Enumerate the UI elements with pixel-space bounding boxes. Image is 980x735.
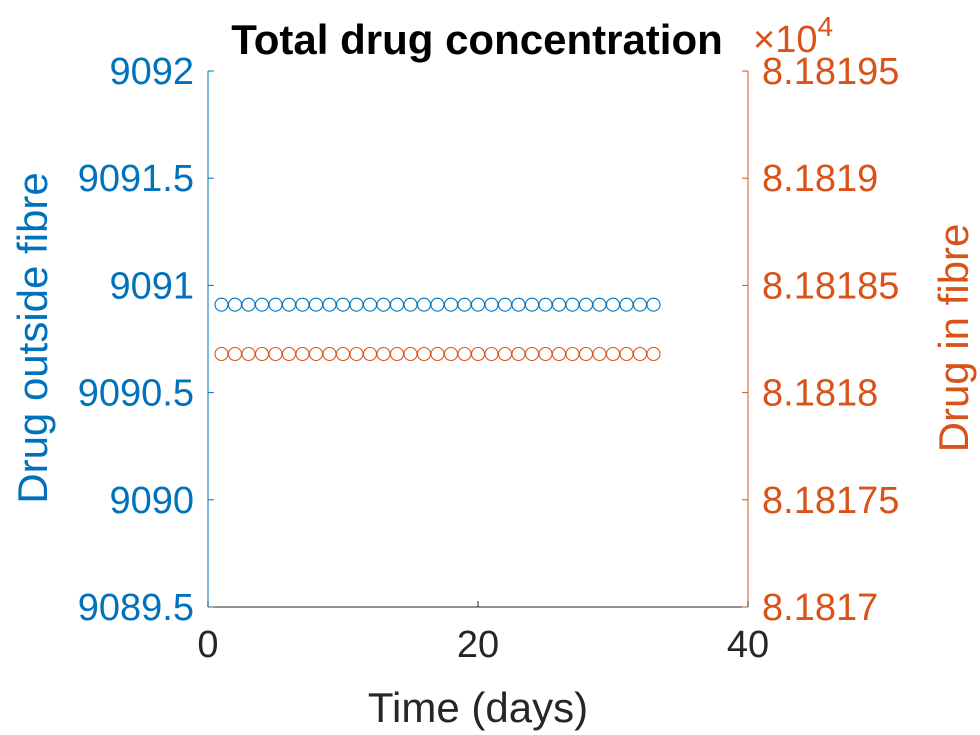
y-left-tick-label: 9092	[109, 51, 194, 93]
x-tick-label: 40	[727, 624, 769, 666]
data-point-drug-in-fibre	[295, 346, 310, 362]
data-point-drug-outside-fibre	[605, 297, 621, 312]
data-point-drug-outside-fibre	[403, 297, 418, 312]
data-point-drug-outside-fibre	[281, 297, 297, 312]
y-left-tick-label: 9091	[109, 265, 194, 307]
data-point-drug-outside-fibre	[484, 297, 499, 312]
data-point-drug-in-fibre	[349, 346, 364, 362]
data-point-drug-outside-fibre	[268, 297, 283, 312]
data-point-drug-in-fibre	[511, 346, 526, 362]
x-tick-label: 0	[197, 624, 218, 666]
data-point-drug-outside-fibre	[416, 297, 432, 312]
data-point-drug-in-fibre	[416, 346, 432, 362]
data-point-drug-in-fibre	[484, 346, 499, 362]
y-left-axis-title: Drug outside fibre	[9, 172, 56, 504]
data-point-drug-in-fibre	[632, 346, 648, 362]
data-point-drug-in-fibre	[551, 346, 567, 362]
data-point-drug-outside-fibre	[578, 297, 594, 312]
y-right-tick-label: 8.1819	[762, 158, 878, 200]
x-tick-label: 20	[457, 624, 499, 666]
data-point-drug-in-fibre	[578, 346, 594, 362]
data-point-drug-in-fibre	[430, 346, 445, 362]
y-right-tick-label: 8.18195	[762, 51, 899, 93]
data-point-drug-in-fibre	[281, 346, 297, 362]
y-right-tick-label: 8.18185	[762, 265, 899, 307]
data-point-drug-in-fibre	[443, 346, 459, 362]
data-point-drug-outside-fibre	[457, 297, 472, 312]
y-right-tick-label: 8.1817	[762, 587, 878, 629]
data-point-drug-outside-fibre	[227, 297, 243, 312]
data-point-drug-outside-fibre	[443, 297, 459, 312]
data-point-drug-outside-fibre	[565, 297, 580, 312]
data-point-drug-outside-fibre	[538, 297, 553, 312]
data-point-drug-outside-fibre	[511, 297, 526, 312]
data-point-drug-in-fibre	[524, 346, 540, 362]
data-point-drug-in-fibre	[403, 346, 418, 362]
data-point-drug-in-fibre	[497, 346, 513, 362]
data-point-drug-in-fibre	[538, 346, 553, 362]
data-point-drug-in-fibre	[605, 346, 621, 362]
data-point-drug-outside-fibre	[349, 297, 364, 312]
data-point-drug-outside-fibre	[524, 297, 540, 312]
data-point-drug-outside-fibre	[376, 297, 391, 312]
data-point-drug-outside-fibre	[619, 297, 634, 312]
chart-labels: Total drug concentration Time (days) Dru…	[9, 11, 977, 731]
y-left-tick-label: 9090	[109, 480, 194, 522]
data-point-drug-outside-fibre	[322, 297, 337, 312]
data-point-drug-outside-fibre	[254, 297, 270, 312]
data-point-drug-in-fibre	[335, 346, 351, 362]
data-point-drug-in-fibre	[362, 346, 378, 362]
data-point-drug-in-fibre	[227, 346, 243, 362]
data-point-drug-outside-fibre	[241, 297, 256, 312]
y-right-exponent-label: ×104	[753, 11, 833, 61]
y-left-tick-label: 9091.5	[78, 158, 194, 200]
y-left-tick-label: 9089.5	[78, 587, 194, 629]
data-point-drug-outside-fibre	[551, 297, 567, 312]
data-point-drug-in-fibre	[214, 346, 229, 362]
data-point-drug-outside-fibre	[335, 297, 351, 312]
y-left-tick-label: 9090.5	[78, 373, 194, 415]
data-point-drug-outside-fibre	[470, 297, 486, 312]
data-point-drug-in-fibre	[389, 346, 405, 362]
y-right-tick-label: 8.18175	[762, 480, 899, 522]
axes: 0 20 40 9089.5 9090 9090.5 9091 9091.5 9092 8.181…	[78, 51, 900, 666]
data-point-drug-outside-fibre	[362, 297, 378, 312]
data-point-drug-in-fibre	[241, 346, 256, 362]
data-point-drug-in-fibre	[470, 346, 486, 362]
y-right-axis-title: Drug in fibre	[930, 224, 977, 453]
data-point-drug-in-fibre	[376, 346, 391, 362]
data-point-drug-in-fibre	[565, 346, 580, 362]
data-point-drug-outside-fibre	[646, 297, 661, 312]
data-point-drug-in-fibre	[619, 346, 634, 362]
exponent-power: 4	[817, 11, 833, 42]
data-point-drug-in-fibre	[457, 346, 472, 362]
data-point-drug-in-fibre	[254, 346, 270, 362]
data-point-drug-outside-fibre	[295, 297, 310, 312]
data-point-drug-outside-fibre	[632, 297, 648, 312]
data-point-drug-in-fibre	[268, 346, 283, 362]
data-point-drug-outside-fibre	[430, 297, 445, 312]
x-axis-title: Time (days)	[368, 684, 588, 731]
chart-title: Total drug concentration	[231, 16, 723, 63]
data-point-drug-in-fibre	[592, 346, 607, 362]
data-point-drug-outside-fibre	[389, 297, 405, 312]
y-right-tick-label: 8.1818	[762, 373, 878, 415]
data-point-drug-outside-fibre	[592, 297, 607, 312]
exponent-base: ×10	[753, 19, 817, 61]
data-point-drug-outside-fibre	[497, 297, 513, 312]
data-point-drug-outside-fibre	[214, 297, 229, 312]
data-point-drug-in-fibre	[308, 346, 324, 362]
data-point-drug-in-fibre	[322, 346, 337, 362]
data-marks	[214, 297, 661, 362]
data-point-drug-in-fibre	[646, 346, 661, 362]
data-point-drug-outside-fibre	[308, 297, 324, 312]
